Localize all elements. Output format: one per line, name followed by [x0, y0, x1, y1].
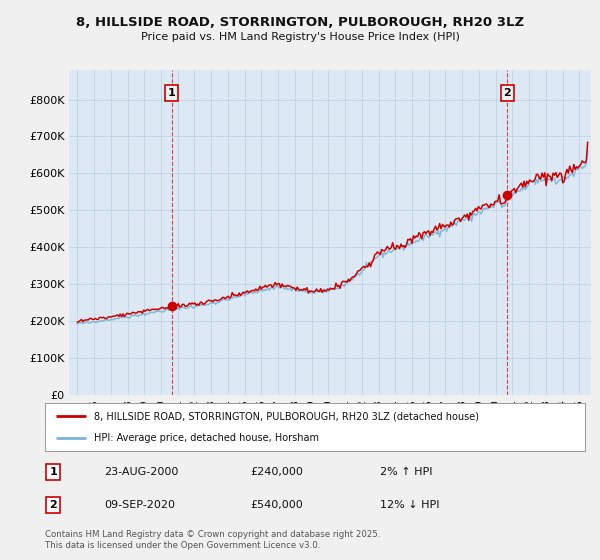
Text: 8, HILLSIDE ROAD, STORRINGTON, PULBOROUGH, RH20 3LZ: 8, HILLSIDE ROAD, STORRINGTON, PULBOROUG…	[76, 16, 524, 29]
Text: 1: 1	[49, 467, 57, 477]
Text: Price paid vs. HM Land Registry's House Price Index (HPI): Price paid vs. HM Land Registry's House …	[140, 32, 460, 43]
Text: 2: 2	[503, 88, 511, 98]
Text: HPI: Average price, detached house, Horsham: HPI: Average price, detached house, Hors…	[94, 433, 319, 444]
Text: 12% ↓ HPI: 12% ↓ HPI	[380, 500, 439, 510]
Text: Contains HM Land Registry data © Crown copyright and database right 2025.
This d: Contains HM Land Registry data © Crown c…	[45, 530, 380, 550]
Text: £240,000: £240,000	[250, 467, 303, 477]
Text: 2: 2	[49, 500, 57, 510]
Text: £540,000: £540,000	[250, 500, 303, 510]
Text: 09-SEP-2020: 09-SEP-2020	[104, 500, 175, 510]
Text: 23-AUG-2000: 23-AUG-2000	[104, 467, 179, 477]
Text: 1: 1	[168, 88, 176, 98]
Text: 8, HILLSIDE ROAD, STORRINGTON, PULBOROUGH, RH20 3LZ (detached house): 8, HILLSIDE ROAD, STORRINGTON, PULBOROUG…	[94, 412, 479, 422]
Text: 2% ↑ HPI: 2% ↑ HPI	[380, 467, 432, 477]
